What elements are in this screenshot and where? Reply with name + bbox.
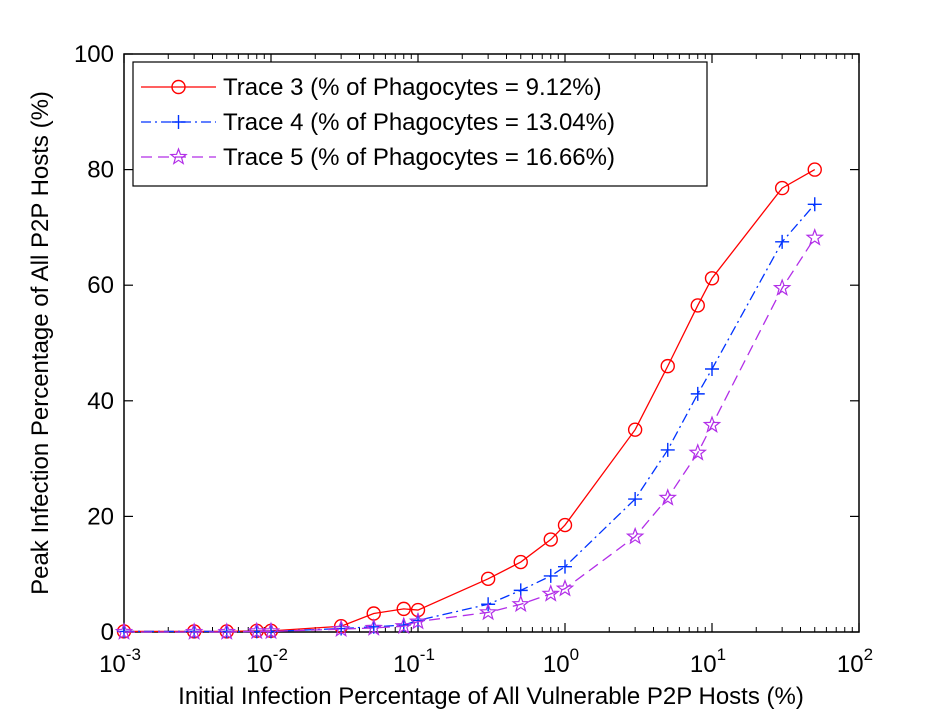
series-line <box>124 237 816 633</box>
data-point <box>805 228 825 246</box>
x-tick-label-exponent: -1 <box>420 645 435 664</box>
data-point <box>704 271 720 286</box>
data-point <box>658 488 678 506</box>
data-point <box>364 618 384 636</box>
legend-box <box>132 61 708 187</box>
data-point <box>543 532 558 547</box>
series-trace-5 <box>114 228 825 640</box>
data-point <box>690 298 705 313</box>
x-tick-label: 10-1 <box>393 645 435 678</box>
data-point <box>702 415 722 433</box>
x-tick-label-exponent: 2 <box>864 645 873 664</box>
data-point <box>625 526 645 545</box>
data-point <box>114 622 134 640</box>
data-point <box>705 362 719 377</box>
x-tick-label-exponent: 1 <box>717 645 726 664</box>
y-tick-label: 60 <box>87 272 114 299</box>
data-point <box>394 616 414 635</box>
y-tick-label: 40 <box>87 388 114 415</box>
data-point <box>688 443 708 461</box>
data-point <box>480 571 496 587</box>
legend: Trace 3 (% of Phagocytes = 9.12%) Trace 4… <box>132 61 708 187</box>
data-point <box>478 602 498 621</box>
y-tick-label: 100 <box>74 41 114 68</box>
x-tick-label-exponent: 0 <box>570 645 579 664</box>
series-layer <box>114 162 825 640</box>
data-point <box>408 611 428 630</box>
data-point <box>660 442 675 457</box>
data-point <box>772 278 792 296</box>
legend-marker <box>171 79 186 95</box>
x-tick-label-exponent: -2 <box>273 645 288 664</box>
data-point <box>807 162 822 177</box>
legend-label: Trace 5 (% of Phagocytes = 16.66%) <box>223 144 615 171</box>
data-point <box>331 619 351 637</box>
data-point <box>557 517 573 533</box>
data-point <box>775 234 790 249</box>
y-axis-label: Peak Infection Percentage of All P2P Hos… <box>27 91 54 595</box>
legend-label: Trace 4 (% of Phagocytes = 13.04%) <box>223 109 615 136</box>
data-point <box>184 622 204 640</box>
data-point <box>261 621 281 640</box>
y-tick-label: 0 <box>101 619 114 646</box>
data-point <box>217 622 237 640</box>
data-point <box>628 492 643 507</box>
data-point <box>396 601 411 617</box>
data-point <box>807 197 822 212</box>
data-point <box>774 180 790 196</box>
x-axis-label: Initial Infection Percentage of All Vuln… <box>178 683 804 710</box>
data-point <box>555 578 575 597</box>
data-point <box>543 568 558 583</box>
data-point <box>513 554 528 570</box>
legend-label: Trace 3 (% of Phagocytes = 9.12%) <box>223 74 602 101</box>
legend-marker <box>171 115 186 129</box>
y-tick-label: 80 <box>87 157 114 184</box>
data-point <box>690 386 705 401</box>
data-point <box>660 358 675 374</box>
data-point <box>558 559 572 574</box>
data-point <box>511 594 531 613</box>
data-point <box>541 584 561 602</box>
data-point <box>627 422 643 437</box>
y-tick-label: 20 <box>87 503 114 530</box>
x-tick-label-exponent: -3 <box>126 645 141 664</box>
legend-marker <box>169 147 188 165</box>
